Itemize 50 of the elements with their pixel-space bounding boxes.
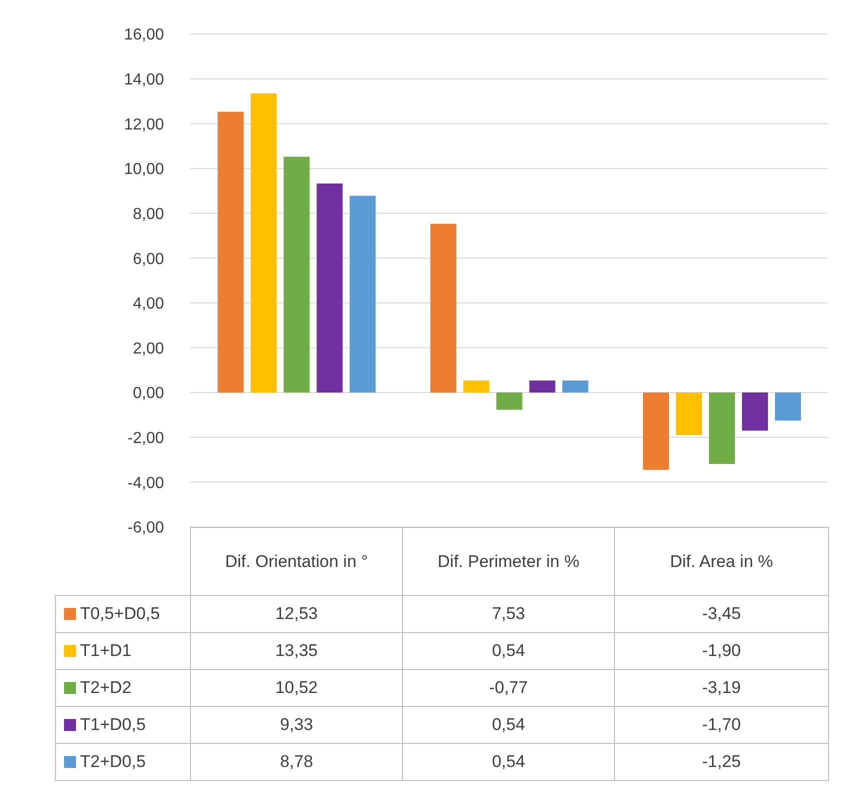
x-tick-label: Dif. Area in % [614,528,828,596]
data-label: 7,53 [402,596,614,632]
bar [430,224,456,393]
bar [316,183,343,393]
x-tick-label: Dif. Orientation in ° [190,528,402,596]
bar [496,392,522,410]
data-label: 12,53 [190,596,402,632]
bar [562,380,588,393]
y-tick-label: 14,00 [124,72,164,88]
y-tick-label: -4,00 [128,474,164,492]
data-label: 0,54 [402,632,614,670]
data-label: 8,78 [190,744,402,780]
y-tick-label: -6,00 [128,520,164,537]
bar [284,156,310,393]
y-tick-label: 8,00 [132,206,164,223]
legend-label: T1+D0,5 [56,706,190,744]
data-label: 10,52 [190,670,402,706]
bar [742,392,768,431]
y-tick-label: 0,00 [132,385,164,402]
bar [529,380,556,393]
y-tick-label: 6,00 [132,250,164,268]
y-tick-label: 10,00 [124,161,164,178]
data-label: 13,35 [190,632,402,670]
x-tick-label: Dif. Perimeter in % [402,528,614,596]
data-label: -1,70 [614,706,828,744]
bar [218,112,244,393]
data-label: -3,19 [614,670,828,706]
bar [676,392,702,436]
legend-label: T2+D0,5 [56,744,190,780]
data-label: 9,33 [190,706,402,744]
y-tick-label: 2,00 [132,340,164,358]
bar [250,93,277,393]
legend-label: T1+D1 [56,632,190,670]
bar [350,196,376,393]
data-label: -3,45 [614,596,828,632]
data-label: 0,54 [402,706,614,744]
data-label: -1,25 [614,744,828,780]
legend-label: T0,5+D0,5 [56,596,190,632]
data-label: -0,77 [402,670,614,706]
bar [642,392,669,470]
y-tick-label: 16,00 [124,26,164,44]
bar [463,380,490,393]
bar [774,392,801,421]
legend-label: T2+D2 [56,670,190,706]
y-tick-label: 4,00 [132,296,164,313]
data-label: -1,90 [614,632,828,670]
y-tick-label: -2,00 [128,430,164,448]
data-label: 0,54 [402,744,614,780]
y-tick-label: 12,00 [124,116,164,134]
bar [708,392,735,464]
